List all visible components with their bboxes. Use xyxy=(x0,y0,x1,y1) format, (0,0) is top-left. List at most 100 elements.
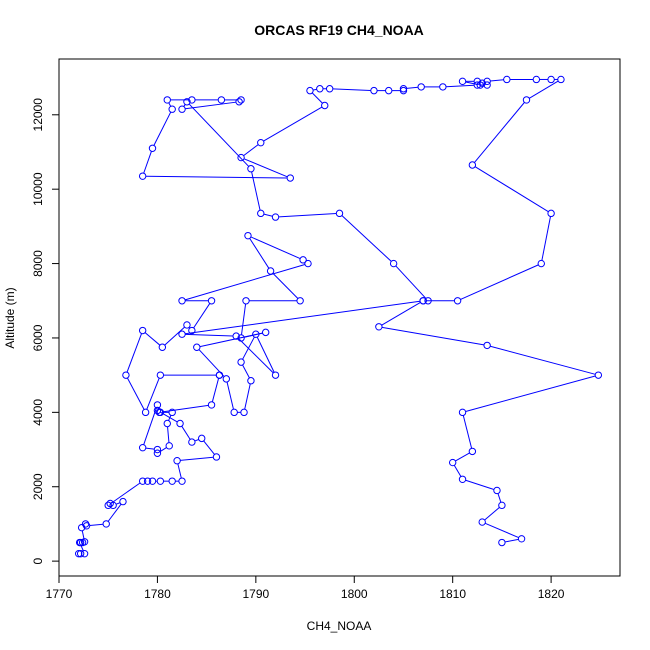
series-segment xyxy=(263,213,273,217)
y-tick-label: 12000 xyxy=(31,98,45,132)
y-tick-label: 2000 xyxy=(31,473,45,500)
data-point xyxy=(498,501,506,510)
data-point xyxy=(235,98,243,106)
series-segment xyxy=(395,265,427,299)
chart-title: ORCAS RF19 CH4_NOAA xyxy=(254,22,424,38)
series-segment xyxy=(203,440,215,455)
series-segment xyxy=(226,381,234,410)
series-segment xyxy=(465,479,495,490)
data-point xyxy=(557,75,565,84)
series-segment xyxy=(181,425,191,440)
data-point xyxy=(230,408,238,417)
data-point xyxy=(207,401,216,409)
data-point xyxy=(222,375,231,383)
data-point xyxy=(242,297,250,305)
data-point xyxy=(257,209,265,218)
data-point xyxy=(176,419,184,428)
data-point xyxy=(483,341,491,350)
series-segment xyxy=(143,151,152,174)
plot-frame xyxy=(58,58,621,577)
series-segment xyxy=(490,79,504,82)
series-segment xyxy=(311,92,323,104)
data-point xyxy=(468,447,477,456)
series-segment xyxy=(143,407,157,445)
data-point xyxy=(141,408,150,417)
data-point xyxy=(183,321,191,329)
data-point xyxy=(370,86,378,95)
data-point xyxy=(168,408,176,417)
data-point xyxy=(148,144,157,152)
series-segment xyxy=(332,88,371,91)
x-tick-label: 1780 xyxy=(144,587,171,601)
data-point xyxy=(517,535,526,543)
series-segment xyxy=(159,447,167,452)
data-point xyxy=(468,161,477,169)
data-point xyxy=(76,538,85,547)
data-point xyxy=(237,153,245,162)
series-segment xyxy=(272,272,299,299)
series-segment xyxy=(446,84,475,88)
series-segment xyxy=(455,452,470,462)
series-segment xyxy=(484,507,500,521)
x-axis-label: CH4_NOAA xyxy=(307,619,372,633)
y-axis: 0 2000 4000 6000 8000 10000 12000 xyxy=(31,98,60,564)
series-segment xyxy=(341,215,392,262)
data-point xyxy=(168,105,176,113)
data-point xyxy=(244,231,252,240)
data-point xyxy=(143,477,152,485)
data-point xyxy=(257,138,265,147)
data-point xyxy=(316,85,324,93)
data-point xyxy=(252,330,260,338)
data-point xyxy=(165,442,173,450)
series-segment xyxy=(243,158,288,178)
data-point xyxy=(153,401,162,409)
data-point xyxy=(532,75,541,84)
data-point xyxy=(178,477,186,485)
data-point xyxy=(385,86,393,95)
series-segment xyxy=(263,106,323,142)
data-point xyxy=(158,343,167,351)
series-segment xyxy=(168,102,172,107)
data-point xyxy=(156,477,165,485)
data-point xyxy=(188,438,196,446)
data-point xyxy=(483,77,491,86)
data-point xyxy=(473,81,481,89)
data-point xyxy=(156,371,165,379)
data-point xyxy=(232,332,240,340)
data-point xyxy=(237,334,245,342)
series-points xyxy=(74,75,603,558)
data-point xyxy=(399,85,408,93)
data-point xyxy=(138,443,147,452)
series-segment xyxy=(107,503,122,522)
x-tick-label: 1820 xyxy=(538,587,565,601)
data-point xyxy=(296,297,304,305)
series-segment xyxy=(313,88,317,91)
series-segment xyxy=(504,538,519,543)
series-segment xyxy=(242,364,250,379)
data-point xyxy=(215,371,224,379)
y-tick-label: 8000 xyxy=(31,250,45,277)
data-point xyxy=(178,105,186,113)
series-segment xyxy=(167,426,170,443)
data-point xyxy=(82,522,91,530)
series-segment xyxy=(474,102,525,163)
series-segment xyxy=(115,502,121,505)
data-point xyxy=(247,165,255,173)
data-point xyxy=(163,96,171,104)
data-point xyxy=(547,75,555,84)
data-point xyxy=(212,453,221,461)
data-point xyxy=(458,77,467,86)
data-point xyxy=(178,297,186,305)
x-tick-label: 1810 xyxy=(439,587,466,601)
series-segment xyxy=(453,465,462,477)
data-point xyxy=(335,209,344,218)
series-segment xyxy=(250,236,301,260)
x-tick-label: 1800 xyxy=(341,587,368,601)
data-point xyxy=(207,297,216,305)
data-point xyxy=(306,86,314,95)
series-segment xyxy=(249,238,270,269)
series-segment xyxy=(244,383,251,410)
series-segment xyxy=(185,300,421,335)
data-point xyxy=(138,172,147,180)
